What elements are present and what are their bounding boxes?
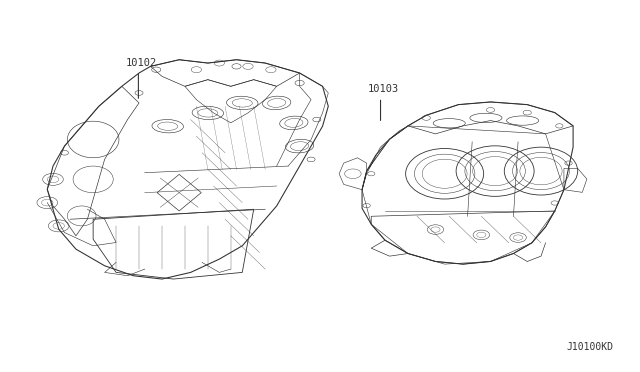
Text: 10103: 10103 [368,84,399,94]
Text: J10100KD: J10100KD [566,342,613,352]
Text: 10102: 10102 [125,58,157,68]
